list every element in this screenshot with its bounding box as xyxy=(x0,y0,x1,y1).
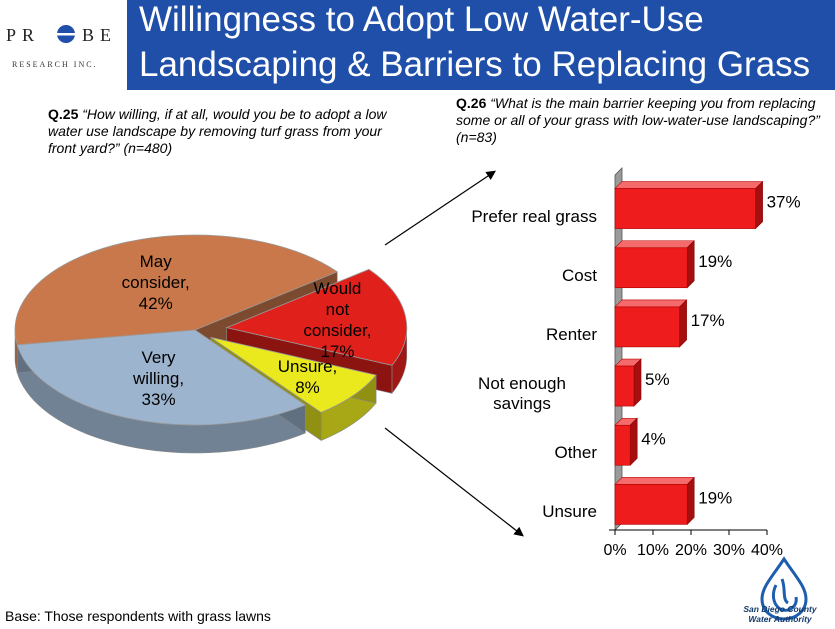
bar-value-label: 5% xyxy=(645,370,670,389)
probe-logo: PR BE RESEARCH INC. xyxy=(0,0,127,90)
pie-slice-label-line: 8% xyxy=(295,377,320,397)
bar-category-label-line: Cost xyxy=(562,265,597,285)
bar-category-label: Unsure xyxy=(407,502,597,522)
bar xyxy=(614,424,631,466)
bar-value-label: 17% xyxy=(691,311,725,330)
bar-side xyxy=(755,180,763,230)
x-tick-label: 0% xyxy=(603,542,626,559)
bar xyxy=(614,306,680,348)
x-tick-label: 10% xyxy=(637,542,669,559)
pie-slice-label: May consider, 42% xyxy=(101,251,211,314)
x-tick-label: 40% xyxy=(751,542,783,559)
pie-slice-label: Unsure, 8% xyxy=(253,356,363,398)
arrow-down xyxy=(384,427,524,537)
pie-slice-label-line: May xyxy=(139,251,172,271)
bar-side xyxy=(686,476,695,526)
pie-slice xyxy=(14,234,339,346)
x-tick-label: 20% xyxy=(675,542,707,559)
bar-side xyxy=(686,240,695,289)
x-tick-label: 30% xyxy=(713,542,745,559)
pie-slice xyxy=(16,329,307,426)
question-25-text: “How willing, if at all, would you be to… xyxy=(48,106,387,156)
water-drop-logo-icon xyxy=(760,556,808,621)
pie-slice-label-line: 42% xyxy=(138,293,173,313)
pie-slice-label-line: not xyxy=(325,300,350,320)
question-25-n: (n=480) xyxy=(123,140,173,156)
pie-slice-label-line: consider, xyxy=(121,272,190,292)
bar-category-label-line: Not enough xyxy=(478,374,566,394)
bar-category-label: Prefer real grass xyxy=(407,207,597,227)
probe-logo-mark: PR BE xyxy=(6,25,117,45)
arrow-up xyxy=(384,170,496,246)
bar-side xyxy=(633,358,642,407)
question-26: Q.26 “What is the main barrier keeping y… xyxy=(456,95,826,146)
willingness-pie-chart xyxy=(14,234,408,454)
pie-slice-label-line: Would xyxy=(313,279,362,299)
bar xyxy=(614,365,635,407)
question-25-number: Q.25 xyxy=(48,106,79,122)
bar-top xyxy=(614,477,695,485)
pie-slice-label-line: Very xyxy=(141,348,176,368)
pie-slice-label: Would not consider, 17% xyxy=(282,278,392,362)
question-26-n: (n=83) xyxy=(456,129,497,145)
title-bar: Willingness to Adopt Low Water-Use Lands… xyxy=(127,0,835,90)
bar-side xyxy=(629,417,638,466)
question-26-text: “What is the main barrier keeping you fr… xyxy=(456,95,820,128)
bar-category-label-line: Other xyxy=(554,443,597,463)
header: PR BE RESEARCH INC. Willingness to Adopt… xyxy=(0,0,835,90)
bar xyxy=(614,484,688,525)
bar-value-label: 37% xyxy=(767,193,801,212)
bar-category-label-line: Renter xyxy=(545,324,597,344)
bar-value-label: 19% xyxy=(698,252,732,271)
bar xyxy=(614,188,756,229)
page-title-line-2: Landscaping & Barriers to Replacing Gras… xyxy=(139,45,811,84)
agency-name: San Diego County Water Authority xyxy=(728,604,832,624)
agency-name-line-2: Water Authority xyxy=(748,614,812,624)
bar-category-label-line: Prefer real grass xyxy=(471,206,597,226)
bar-category-label: Cost xyxy=(407,266,597,286)
bar-category-label: Other xyxy=(407,443,597,463)
agency-name-line-1: San Diego County xyxy=(743,604,817,614)
pie-slice-label-line: willing, xyxy=(133,369,185,389)
logo-subtitle: RESEARCH INC. xyxy=(12,60,98,69)
bar-value-label: 19% xyxy=(698,488,732,507)
bar-category-label-line: savings xyxy=(493,394,551,414)
question-25: Q.25 “How willing, if at all, would you … xyxy=(48,106,388,157)
pie-slice-label-line: consider, xyxy=(303,321,372,341)
logo-letters-right: BE xyxy=(82,25,117,45)
bar-category-label-line: Unsure xyxy=(542,502,597,522)
bar-side xyxy=(679,299,687,348)
bar-top xyxy=(614,240,695,249)
pie-slice xyxy=(210,336,377,413)
pie-slice-label-line: 33% xyxy=(141,390,176,410)
pie-slice-label-line: Unsure, xyxy=(277,356,338,376)
question-26-number: Q.26 xyxy=(456,95,487,111)
bar-top xyxy=(614,299,688,308)
bar-top xyxy=(614,181,764,189)
page-title-line-1: Willingness to Adopt Low Water-Use xyxy=(139,0,704,39)
logo-letters-left: PR xyxy=(6,25,40,45)
pie-slice-label-line: 17% xyxy=(320,342,355,362)
pie-slice xyxy=(225,268,408,366)
bar xyxy=(614,247,688,289)
bar-value-label: 4% xyxy=(641,429,666,448)
bar-category-label: Not enough savings xyxy=(447,374,597,414)
pie-slice-label: Very willing, 33% xyxy=(104,347,214,410)
base-note: Base: Those respondents with grass lawns xyxy=(5,608,271,624)
bar-category-label: Renter xyxy=(407,325,597,345)
